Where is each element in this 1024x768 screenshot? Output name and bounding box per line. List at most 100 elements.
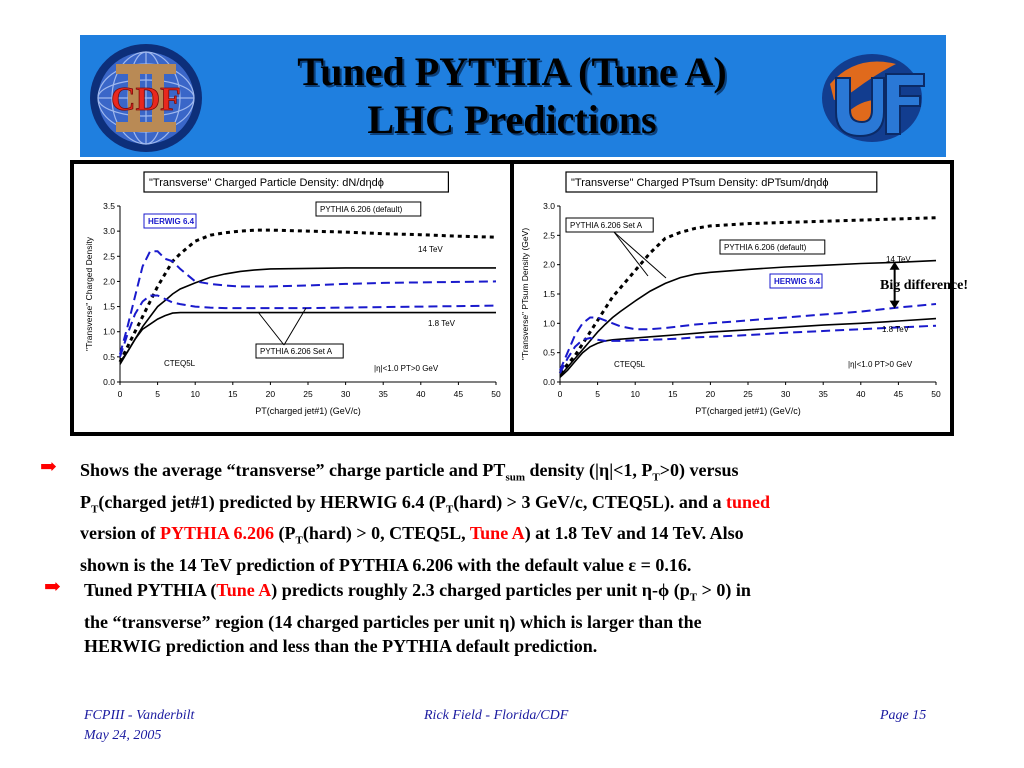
x-tick-label: 30 [341, 389, 351, 399]
right-14tev-label: 14 TeV [886, 255, 911, 264]
slide-title-line2: LHC Predictions [367, 97, 657, 142]
footer-author: Rick Field - Florida/CDF [424, 708, 569, 723]
x-tick-label: 0 [558, 389, 563, 399]
right-pythia-seta-label: PYTHIA 6.206 Set A [570, 221, 643, 230]
right-herwig-label: HERWIG 6.4 [774, 277, 821, 286]
y-tick-label: 3.0 [103, 226, 115, 236]
y-axis-label: "Transverse" PTsum Density (GeV) [520, 228, 530, 360]
y-tick-label: 1.5 [543, 289, 555, 299]
title-banner [80, 35, 946, 157]
right-chart: "Transverse" Charged PTsum Density: dPTs… [520, 171, 941, 416]
left-18tev-label: 1.8 TeV [428, 319, 456, 328]
x-tick-label: 15 [668, 389, 678, 399]
right-seta-pointer-2 [613, 231, 649, 277]
x-tick-label: 50 [931, 389, 941, 399]
right-pythia-seta-label-box [565, 217, 654, 233]
series-line-4 [559, 324, 937, 374]
bullet-1-line-4: shown is the 14 TeV prediction of PYTHIA… [80, 554, 692, 575]
left-pythia-seta-label: PYTHIA 6.206 Set A [260, 347, 333, 356]
left-herwig-label: HERWIG 6.4 [148, 217, 195, 226]
x-tick-label: 40 [856, 389, 866, 399]
cdf-logo: CDF [90, 44, 202, 152]
y-axis-label: "Transverse" Charged Density [84, 236, 94, 351]
series-line-1 [119, 267, 496, 365]
y-tick-label: 1.5 [103, 302, 115, 312]
series-line-4 [119, 294, 497, 358]
right-seta-pointer [613, 231, 667, 279]
x-tick-label: 5 [155, 389, 160, 399]
x-tick-label: 50 [491, 389, 501, 399]
x-tick-label: 35 [378, 389, 388, 399]
y-tick-label: 3.0 [543, 201, 555, 211]
y-tick-label: 0.5 [543, 348, 555, 358]
x-tick-label: 35 [818, 389, 828, 399]
chart-title-box [143, 171, 449, 193]
chart-title-box [565, 171, 878, 193]
right-chart-panel: "Transverse" Charged PTsum Density: dPTs… [514, 164, 950, 432]
cdf-logo-text: CDF [111, 81, 181, 118]
x-tick-label: 20 [266, 389, 276, 399]
y-tick-label: 1.0 [103, 327, 115, 337]
bullet-2-line-1: Tuned PYTHIA (Tune A) predicts roughly 2… [84, 580, 751, 604]
arrow-bullet-icon: ➡ [44, 576, 61, 598]
series-line-2 [119, 250, 497, 355]
x-tick-label: 5 [595, 389, 600, 399]
left-seta-pointer-2 [283, 307, 307, 346]
left-14tev-label: 14 TeV [418, 245, 443, 254]
left-chart-panel: "Transverse" Charged Particle Density: d… [74, 164, 510, 432]
y-tick-label: 2.5 [543, 230, 555, 240]
y-tick-label: 0.5 [103, 352, 115, 362]
x-tick-label: 30 [781, 389, 791, 399]
right-pythia-default-label: PYTHIA 6.206 (default) [724, 243, 807, 252]
series-line-0 [118, 228, 497, 363]
footer-conference: FCPIII - Vanderbilt [84, 708, 195, 723]
left-cteq-label: CTEQ5L [164, 359, 196, 368]
bullet-2: Tuned PYTHIA (Tune A) predicts roughly 2… [84, 578, 964, 658]
x-tick-label: 25 [743, 389, 753, 399]
right-cteq-label: CTEQ5L [614, 360, 646, 369]
left-pythia-default-label: PYTHIA 6.206 (default) [320, 205, 403, 214]
big-difference-label: Big difference! [880, 278, 968, 293]
left-chart: "Transverse" Charged Particle Density: d… [84, 171, 501, 416]
series-line-3 [559, 317, 937, 378]
slide-title-line1: Tuned PYTHIA (Tune A) [297, 49, 727, 94]
left-herwig-label-box [143, 213, 197, 229]
left-pythia-seta-label-box [255, 343, 344, 359]
series-line-1 [559, 259, 937, 377]
y-tick-label: 2.0 [543, 260, 555, 270]
y-tick-label: 2.0 [103, 276, 115, 286]
right-18tev-label: 1.8 TeV [882, 325, 910, 334]
series-line-3 [119, 311, 496, 363]
left-cuts-label: |η|<1.0 PT>0 GeV [374, 364, 439, 373]
x-tick-label: 25 [303, 389, 313, 399]
y-tick-label: 3.5 [103, 201, 115, 211]
big-difference-arrowhead-down [889, 300, 900, 309]
x-tick-label: 0 [118, 389, 123, 399]
left-seta-pointer [257, 311, 285, 346]
uf-logo [822, 54, 925, 142]
x-tick-label: 15 [228, 389, 238, 399]
x-tick-label: 40 [416, 389, 426, 399]
x-tick-label: 20 [706, 389, 716, 399]
right-pythia-default-label-box [719, 239, 826, 255]
arrow-bullet-icon: ➡ [40, 456, 57, 478]
x-tick-label: 45 [894, 389, 904, 399]
chart-title: "Transverse" Charged Particle Density: d… [149, 177, 384, 189]
bullet-2-line-2: the “transverse” region (14 charged part… [84, 611, 702, 632]
big-difference-arrowhead-up [889, 261, 900, 270]
bullet-1: Shows the average “transverse” charge pa… [80, 458, 980, 577]
right-herwig-label-box [769, 273, 823, 289]
y-tick-label: 1.0 [543, 318, 555, 328]
bullet-1-line-1: Shows the average “transverse” charge pa… [80, 460, 739, 484]
x-tick-label: 45 [454, 389, 464, 399]
bullet-2-line-3: HERWIG prediction and less than the PYTH… [84, 635, 598, 656]
x-axis-label: PT(charged jet#1) (GeV/c) [695, 406, 801, 416]
y-tick-label: 2.5 [103, 251, 115, 261]
x-tick-label: 10 [630, 389, 640, 399]
x-tick-label: 10 [190, 389, 200, 399]
y-tick-label: 0.0 [543, 377, 555, 387]
footer-page-number: Page 15 [880, 708, 927, 723]
x-axis-label: PT(charged jet#1) (GeV/c) [255, 406, 361, 416]
bullet-1-line-2: PT(charged jet#1) predicted by HERWIG 6.… [80, 491, 770, 516]
left-pythia-default-label-box [315, 201, 422, 217]
